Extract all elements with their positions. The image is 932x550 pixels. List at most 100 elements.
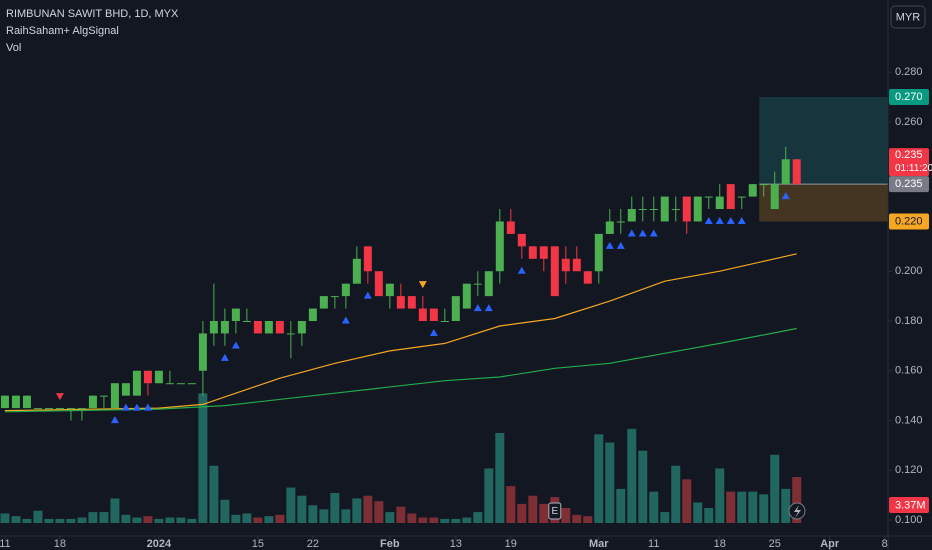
candle-body bbox=[165, 383, 174, 385]
candle-body bbox=[220, 321, 229, 334]
candle-body bbox=[473, 283, 482, 285]
buy-signal bbox=[627, 229, 636, 237]
candle-body bbox=[440, 321, 449, 322]
volume-bar bbox=[638, 450, 648, 523]
x-tick-label: 18 bbox=[54, 538, 66, 550]
candle-body bbox=[429, 308, 438, 321]
volume-bar bbox=[132, 517, 142, 523]
buy-signal bbox=[220, 353, 229, 361]
volume-bar bbox=[253, 517, 263, 523]
candle-body bbox=[506, 221, 515, 234]
lightning-icon[interactable] bbox=[794, 505, 801, 518]
x-tick-label: Feb bbox=[380, 538, 400, 550]
buy-signal bbox=[726, 217, 735, 225]
volume-bar bbox=[528, 495, 538, 523]
candle-body bbox=[341, 283, 350, 297]
volume-bar bbox=[121, 514, 131, 523]
candle-body bbox=[132, 370, 141, 396]
volume-bar bbox=[539, 503, 549, 523]
candle-body bbox=[231, 308, 240, 321]
candle-body bbox=[286, 333, 295, 335]
candle-body bbox=[759, 184, 768, 186]
candle-body bbox=[660, 196, 669, 222]
volume-bar bbox=[407, 513, 417, 523]
volume-bar bbox=[605, 442, 615, 523]
target-zone bbox=[759, 97, 888, 185]
y-tick-label: 0.280 bbox=[895, 66, 923, 78]
volume-bar bbox=[143, 516, 153, 523]
earnings-marker bbox=[548, 502, 562, 520]
volume-bar bbox=[693, 502, 703, 523]
volume-bar bbox=[264, 516, 274, 523]
volume-bar bbox=[220, 499, 230, 523]
y-tick-label: 0.180 bbox=[895, 315, 923, 327]
candle-body bbox=[198, 333, 207, 371]
volume-bar bbox=[748, 491, 758, 523]
candle-body bbox=[539, 246, 548, 259]
volume-bar bbox=[22, 518, 32, 523]
volume-label-bg bbox=[889, 497, 929, 513]
candle-body bbox=[330, 296, 339, 298]
candle-body bbox=[605, 221, 614, 234]
volume-bar bbox=[198, 393, 208, 523]
volume-bar bbox=[44, 518, 54, 523]
x-tick-label: 22 bbox=[307, 538, 319, 550]
volume-bar bbox=[176, 517, 186, 523]
plot-area bbox=[0, 97, 888, 523]
y-tick-label: 0.100 bbox=[895, 514, 923, 526]
candle-body bbox=[352, 258, 361, 284]
candle-body bbox=[154, 370, 163, 384]
volume-bar bbox=[319, 509, 329, 523]
target-label: 0.270 bbox=[895, 91, 923, 103]
volume-bar bbox=[11, 516, 21, 523]
entry-label: 0.235 bbox=[895, 178, 923, 190]
candle-body bbox=[704, 196, 713, 198]
candle-body bbox=[792, 159, 801, 185]
candle-body bbox=[99, 395, 108, 397]
sell-signal bbox=[418, 281, 427, 289]
buy-signal bbox=[341, 316, 350, 324]
buy-signal bbox=[363, 291, 372, 299]
volume-bar bbox=[286, 487, 296, 523]
volume-bar bbox=[715, 468, 725, 523]
candle-body bbox=[66, 408, 75, 410]
y-tick-label: 0.260 bbox=[895, 116, 923, 128]
x-tick-label: 11 bbox=[648, 538, 659, 550]
volume-bar bbox=[462, 517, 472, 523]
last-price-bg bbox=[889, 148, 929, 177]
replay-icon[interactable] bbox=[788, 502, 806, 520]
x-tick-label: 8 bbox=[882, 538, 888, 550]
target-label-bg bbox=[889, 89, 929, 106]
buy-signal bbox=[473, 304, 482, 312]
buy-signal bbox=[715, 217, 724, 225]
candle-body bbox=[209, 321, 218, 334]
currency-label[interactable]: MYR bbox=[896, 11, 921, 23]
y-tick-label: 0.140 bbox=[895, 414, 923, 426]
buy-signal bbox=[132, 403, 141, 411]
volume-bar bbox=[781, 488, 791, 523]
candle-body bbox=[572, 258, 581, 272]
volume-bar bbox=[594, 434, 604, 523]
buy-signal bbox=[616, 241, 625, 249]
x-tick-label: 25 bbox=[769, 538, 781, 550]
buy-signal bbox=[737, 217, 746, 225]
x-tick-label: 19 bbox=[505, 538, 517, 550]
candle-body bbox=[44, 408, 53, 410]
buy-signal bbox=[704, 217, 713, 225]
indicator-name: Vol bbox=[6, 42, 21, 54]
buy-signal bbox=[121, 403, 130, 411]
volume-bar bbox=[165, 517, 175, 523]
x-tick-label: Apr bbox=[820, 538, 840, 550]
volume-bar bbox=[792, 477, 802, 523]
candle-body bbox=[781, 159, 790, 185]
stop-label: 0.220 bbox=[895, 215, 923, 227]
volume-bar bbox=[110, 498, 120, 523]
currency-button[interactable] bbox=[890, 5, 926, 29]
candle-body bbox=[682, 196, 691, 222]
indicator-name: RaihSaham+ AlgSignal bbox=[6, 25, 119, 37]
candle-body bbox=[748, 184, 757, 197]
moving-average bbox=[4, 327, 797, 413]
candle-body bbox=[737, 196, 746, 198]
candle-body bbox=[594, 233, 603, 272]
